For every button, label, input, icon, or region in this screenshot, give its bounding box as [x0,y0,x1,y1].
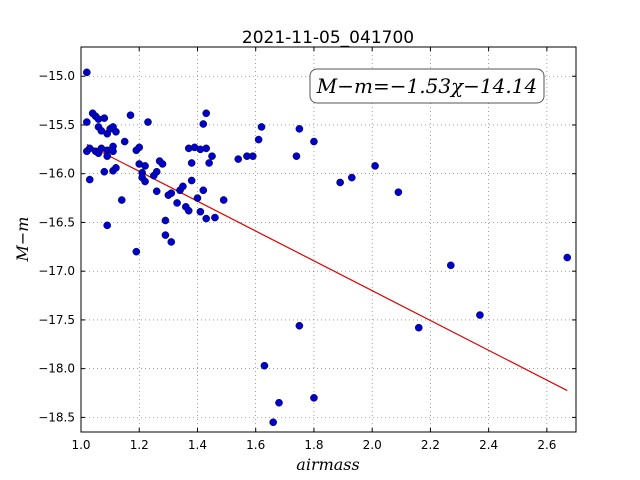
data-point [120,137,129,146]
data-point [310,394,318,402]
data-point [269,418,277,427]
y-tick-label: −18.5 [38,410,75,424]
annotation-box: M−m=−1.53χ−14.14 [309,68,545,104]
chart-title: 2021-11-05_041700 [242,28,414,48]
fit-line-layer [86,143,568,392]
y-axis-label: M−m [13,217,32,263]
data-point [187,176,196,185]
data-point [85,175,94,184]
plot-frame [80,46,577,433]
y-tick-label: −15.0 [38,69,75,83]
data-point [336,178,344,187]
y-tick-label: −17.0 [38,264,75,278]
data-point [83,68,91,77]
data-point [202,214,211,223]
fit-line [86,143,568,392]
y-tick-label: −17.5 [38,313,75,327]
data-point [199,186,208,195]
data-point [132,247,141,256]
data-point [292,152,301,160]
x-tick-label: 2.0 [363,438,382,452]
data-point [112,127,120,136]
data-point [295,321,304,330]
data-point [446,261,455,270]
data-point [187,159,196,167]
data-point [83,118,91,126]
data-point [141,177,149,186]
data-point [112,164,120,172]
data-point [347,173,356,182]
grid [80,47,576,432]
data-point [161,216,170,225]
data-point [167,189,176,198]
x-tick-label: 2.2 [421,438,440,452]
data-point [295,125,304,133]
data-point [219,196,228,204]
data-point [260,361,269,370]
x-tick-label: 1.0 [71,438,90,452]
data-point [476,311,484,319]
data-point [161,231,170,239]
data-point [135,143,144,152]
data-point [310,137,318,146]
data-point [563,253,572,262]
data-point [414,323,423,332]
x-tick-label: 1.6 [246,438,265,452]
y-tick-label: −15.5 [38,118,75,132]
data-point [199,120,208,128]
data-point [100,167,109,176]
data-point [141,162,149,170]
data-point [394,188,403,197]
data-point [117,196,126,204]
data-point [184,206,193,215]
data-point [202,109,211,118]
x-tick-label: 2.4 [479,438,498,452]
y-axis: −15.0 −15.5 −16.0 −16.5 −17.0 −17.5 −18.0 −18.5 [38,69,576,424]
x-tick-label: 1.8 [304,438,323,452]
y-tick-label: −18.0 [38,362,75,376]
data-point [109,147,117,156]
data-point [158,160,167,168]
data-point [202,144,211,153]
x-tick-label: 1.4 [188,438,207,452]
data-point [254,135,263,144]
data-point [211,213,219,222]
points-layer [83,68,572,427]
data-point [103,221,112,230]
data-point [173,199,181,207]
data-point [234,155,243,163]
data-point [371,162,379,170]
data-point [248,152,257,160]
y-tick-label: −16.5 [38,215,75,229]
data-point [196,207,205,216]
x-tick-label: 1.2 [130,438,149,452]
data-point [126,111,135,120]
data-point [152,167,161,176]
data-point [167,238,176,246]
data-point [275,398,283,407]
fit-equation: M−m=−1.53χ−14.14 [316,74,537,98]
x-axis: 1.0 1.2 1.4 1.6 1.8 2.0 2.2 2.4 2.6 [71,47,556,452]
data-point [193,194,202,202]
x-axis-label: airmass [296,455,359,474]
data-point [100,114,109,122]
x-tick-label: 2.6 [537,438,556,452]
data-point [144,118,152,126]
data-point [103,152,112,160]
data-point [179,182,187,191]
data-point [152,187,161,196]
y-tick-label: −16.0 [38,167,75,181]
data-point [208,152,216,160]
data-point [205,159,213,167]
data-point [257,123,266,131]
